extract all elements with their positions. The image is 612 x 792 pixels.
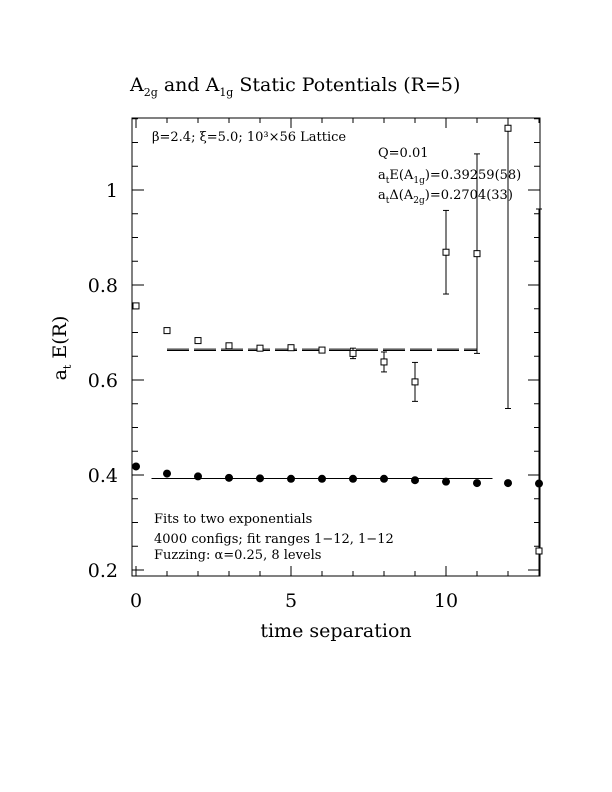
tick-marks [132,118,540,576]
data-point-circle [287,474,295,483]
data-point-circle [504,479,512,488]
gap-annotation: atΔ(A2g)=0.2704(33) [378,188,513,206]
y-tick-label: 1 [106,180,118,202]
data-point-square [225,342,233,350]
data-point-square [411,378,419,386]
configs-annotation: 4000 configs; fit ranges 1−12, 1−12 [154,532,394,547]
data-point-square [349,349,357,357]
data-point-circle [411,476,419,485]
fits-annotation: Fits to two exponentials [154,512,312,527]
tick-labels: 0 5 10 0.2 0.4 0.6 0.8 1 [88,180,458,612]
data-point-square [535,547,543,555]
fuzzing-annotation: Fuzzing: α=0.25, 8 levels [154,548,321,563]
data-point-circle [194,472,202,481]
data-point-square [442,248,450,256]
data-point-circle [225,473,233,482]
x-axis-label: time separation [260,620,411,642]
ylabel-main: a [49,369,71,380]
title-part-2: and A [158,74,220,96]
data-point-square [473,250,481,258]
y-tick-label: 0.4 [88,465,118,487]
x-tick-label: 5 [285,590,297,612]
q-annotation: Q=0.01 [378,146,429,161]
title-sub-2: 1g [219,86,233,99]
title-part-3: Static Potentials (R=5) [233,74,460,96]
data-point-square [256,344,264,352]
data-point-circle [380,474,388,483]
ylabel-rest: E(R) [49,316,71,365]
data-point-square [287,344,295,352]
data-point-square [163,327,171,335]
energy-annotation: atE(A1g)=0.39259(58) [378,168,521,186]
title-part-1: A [129,74,144,96]
data-point-circle [535,479,543,488]
data-point-square [380,358,388,366]
lattice-annotation: β=2.4; ξ=5.0; 10³×56 Lattice [152,130,346,145]
ylabel-sub: t [61,364,74,369]
data-point-circle [473,479,481,488]
y-tick-label: 0.2 [88,560,118,582]
x-tick-label: 0 [130,590,142,612]
plot-frame [131,117,541,577]
data-point-circle [163,469,171,478]
title-sub-1: 2g [144,86,158,99]
data-point-square [318,346,326,354]
data-point-square [132,302,140,310]
data-point-circle [442,477,450,486]
chart-title: A2g and A1g Static Potentials (R=5) [129,74,460,99]
x-tick-label: 10 [434,590,458,612]
fit-lines [151,348,493,480]
y-axis-label: at E(R) [49,316,74,381]
data-point-circle [318,474,326,483]
y-tick-label: 0.8 [88,275,118,297]
data-point-square [194,337,202,345]
y-tick-label: 0.6 [88,370,118,392]
data-point-circle [256,474,264,483]
data-points [132,118,543,576]
data-point-square [504,124,512,132]
data-point-circle [349,474,357,483]
data-point-circle [132,462,140,471]
